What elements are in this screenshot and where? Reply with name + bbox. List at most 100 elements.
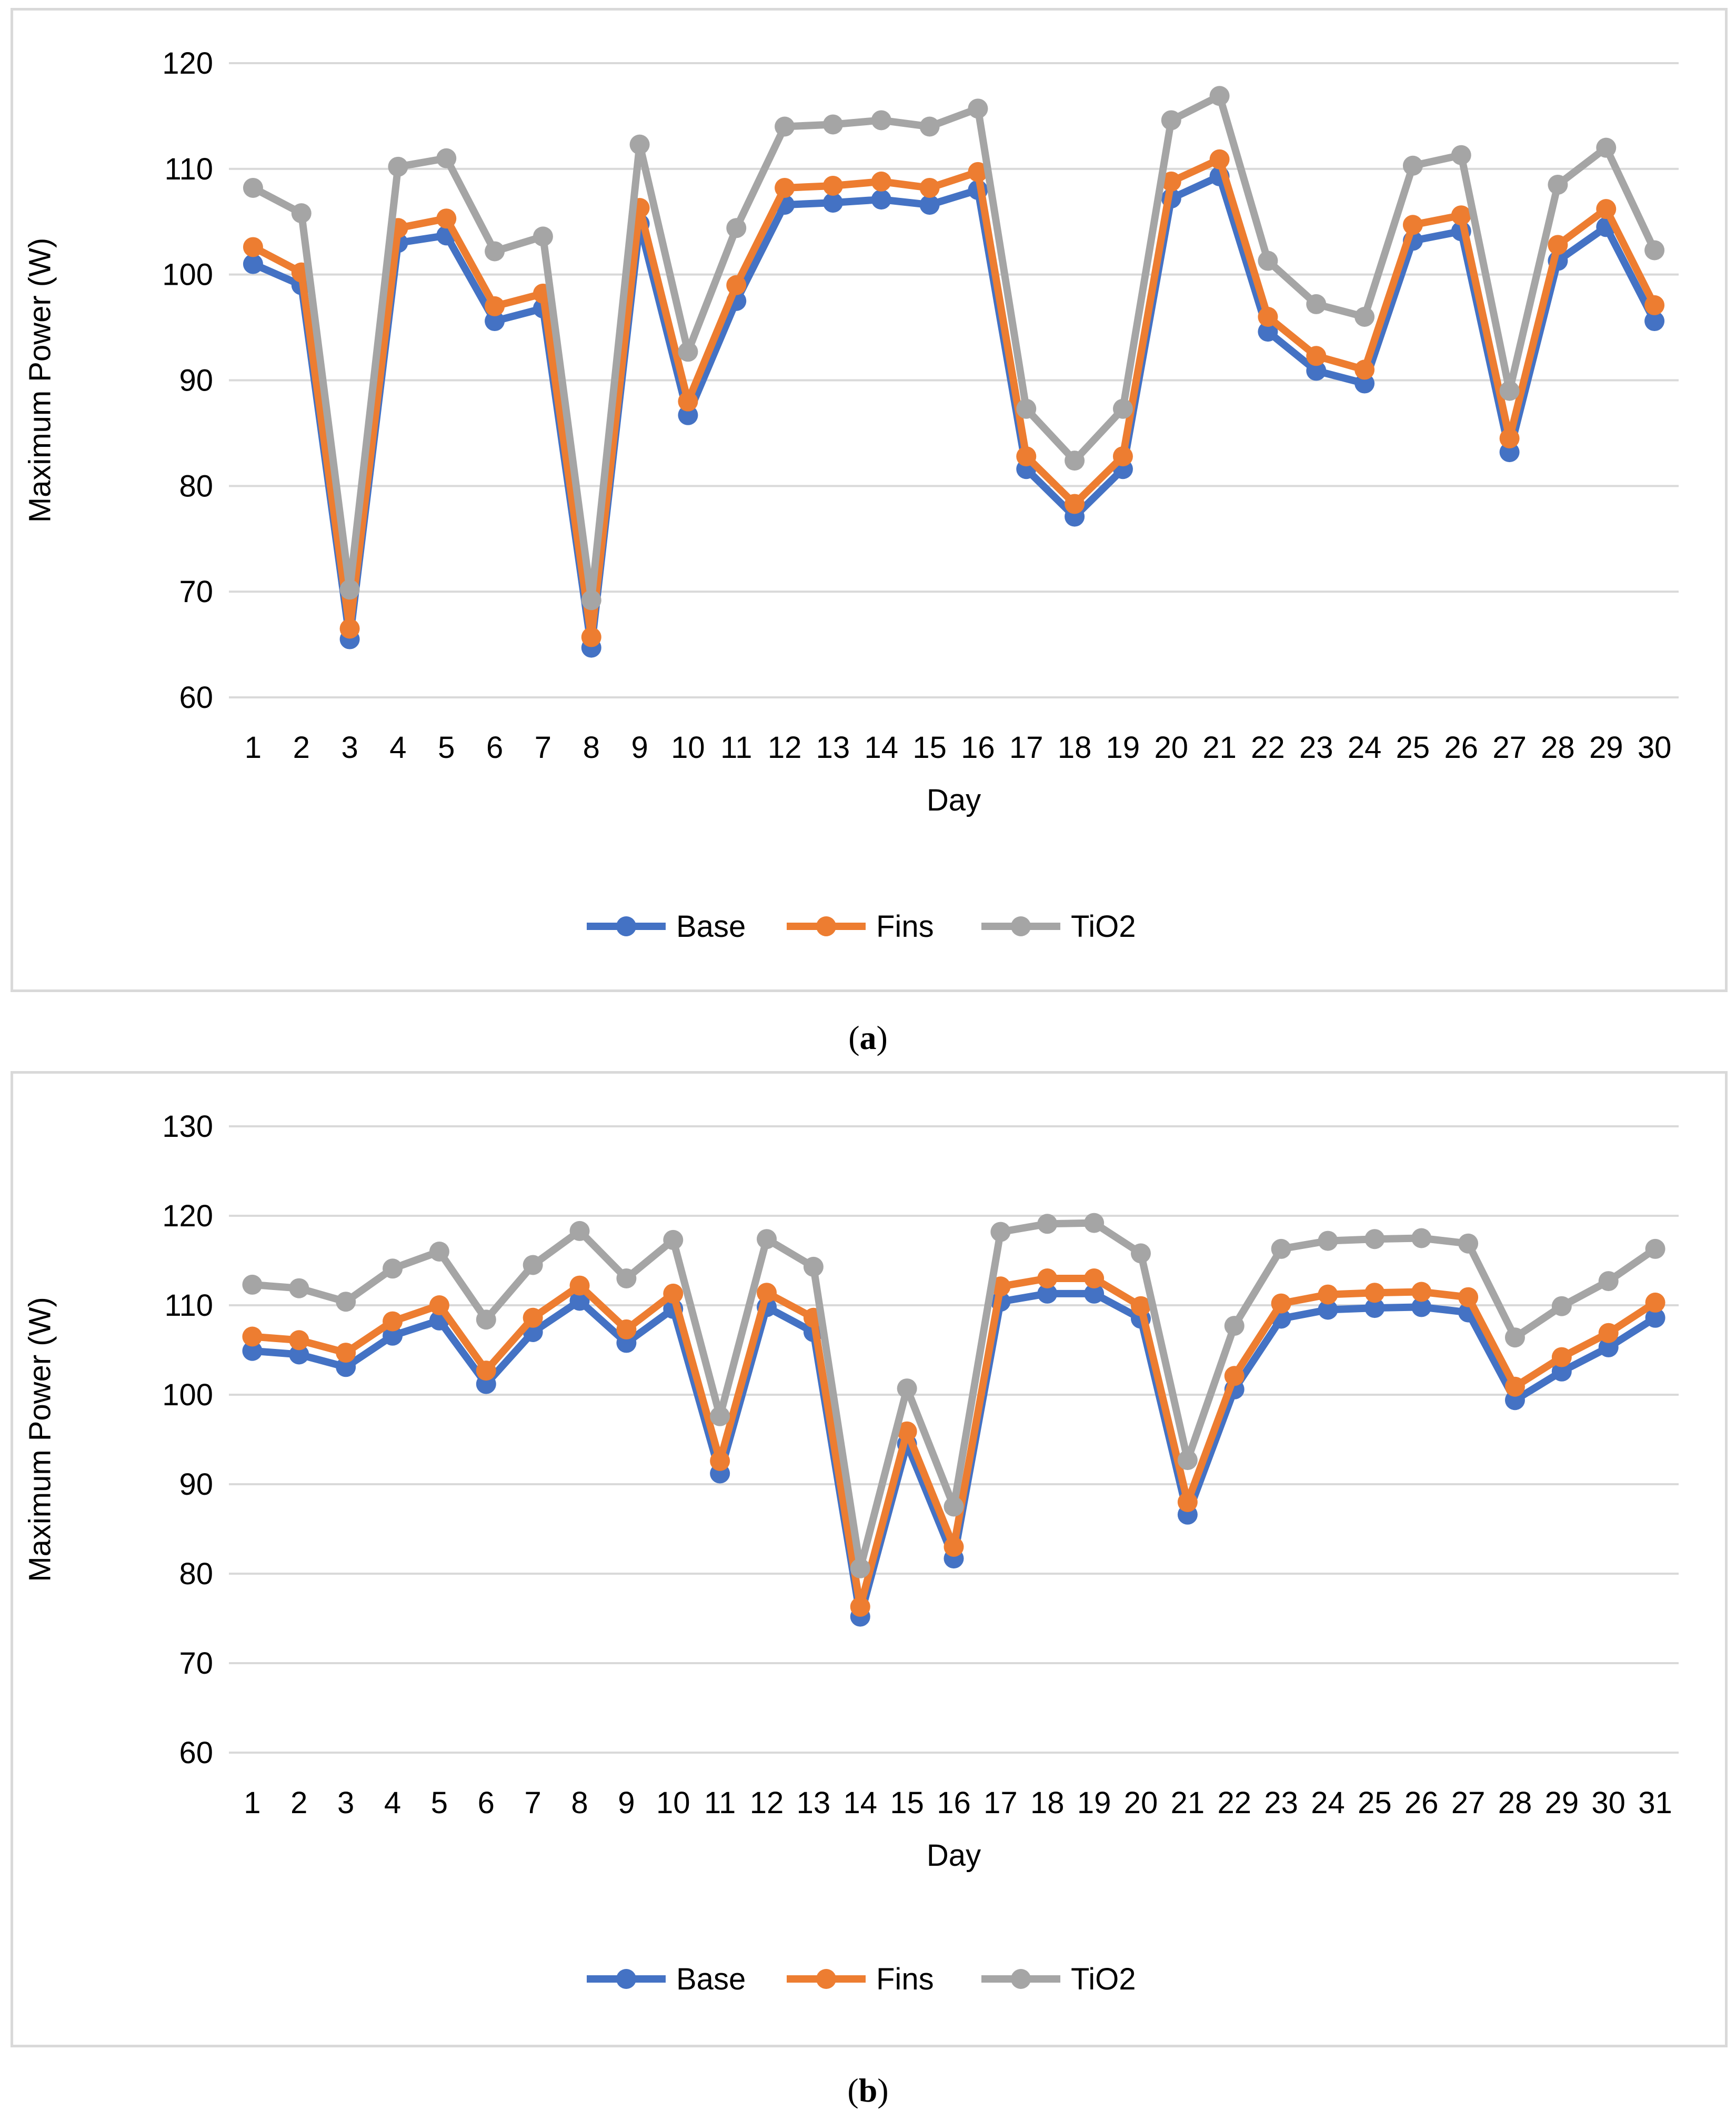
data-point-tio2	[1644, 240, 1665, 261]
series-line-tio2	[251, 92, 1658, 604]
x-tick-label: 27	[1492, 731, 1527, 765]
legend-marker-tio2	[1011, 916, 1031, 936]
x-tick-label: 5	[431, 1786, 448, 1820]
data-point-fins	[1499, 428, 1520, 448]
data-point-tio2	[897, 1378, 917, 1399]
legend-marker-fins	[816, 1969, 836, 1989]
x-tick-label: 11	[704, 1786, 736, 1820]
x-tick-label: 30	[1591, 1786, 1625, 1820]
data-point-base	[243, 254, 263, 274]
data-point-fins	[1451, 205, 1471, 226]
legend-label-fins: Fins	[876, 1962, 934, 1996]
y-tick-label: 110	[165, 152, 213, 186]
data-point-fins	[1161, 171, 1181, 192]
data-point-base	[289, 1344, 309, 1365]
data-point-fins	[944, 1537, 964, 1557]
x-tick-label: 29	[1545, 1786, 1579, 1820]
x-tick-label: 12	[768, 731, 802, 765]
x-tick-label: 17	[984, 1786, 1018, 1820]
data-point-fins	[1596, 199, 1617, 219]
data-point-fins	[436, 208, 457, 229]
y-tick-label: 120	[162, 1199, 213, 1233]
x-tick-label: 5	[438, 731, 455, 765]
x-tick-label: 26	[1444, 731, 1478, 765]
data-point-tio2	[476, 1309, 496, 1330]
data-point-tio2	[581, 590, 601, 611]
y-tick-label: 100	[162, 1378, 213, 1412]
data-point-tio2	[383, 1258, 403, 1279]
data-point-tio2	[1645, 1238, 1665, 1259]
data-point-fins	[1354, 359, 1375, 380]
data-point-tio2	[871, 110, 891, 131]
x-tick-label: 3	[337, 1786, 354, 1820]
x-tick-label: 2	[293, 731, 310, 765]
data-point-tio2	[757, 1229, 777, 1249]
data-point-fins	[726, 275, 747, 295]
data-point-tio2	[663, 1229, 684, 1250]
data-point-tio2	[533, 226, 553, 247]
y-tick-label: 90	[179, 1467, 213, 1502]
y-tick-label: 100	[162, 258, 213, 292]
legend-label-tio2: TiO2	[1071, 909, 1136, 944]
data-point-base	[1084, 1283, 1105, 1304]
data-point-base	[569, 1291, 590, 1311]
data-point-base	[1354, 373, 1375, 394]
x-tick-label: 18	[1030, 1786, 1065, 1820]
data-point-fins	[243, 237, 263, 257]
y-tick-label: 120	[162, 46, 213, 81]
data-point-fins	[523, 1307, 543, 1328]
x-tick-label: 20	[1124, 1786, 1158, 1820]
data-point-fins	[871, 171, 891, 192]
data-point-tio2	[616, 1268, 637, 1288]
data-point-fins	[1306, 346, 1327, 366]
data-point-tio2	[775, 116, 795, 137]
data-point-fins	[1645, 1292, 1665, 1313]
data-point-tio2	[1084, 1213, 1105, 1233]
data-point-fins	[1271, 1293, 1291, 1314]
data-point-fins	[897, 1421, 917, 1442]
data-point-fins	[1224, 1366, 1245, 1386]
x-tick-label: 1	[244, 1786, 260, 1820]
data-point-fins	[1411, 1282, 1432, 1302]
data-point-fins	[569, 1275, 590, 1296]
x-tick-label: 3	[341, 731, 358, 765]
data-point-fins	[429, 1295, 449, 1315]
data-point-tio2	[1161, 110, 1181, 131]
x-tick-label: 13	[816, 731, 850, 765]
data-point-fins	[850, 1596, 870, 1617]
legend-label-fins: Fins	[876, 909, 934, 944]
y-axis-title: Maximum Power (W)	[23, 238, 57, 523]
x-tick-label: 4	[389, 731, 406, 765]
y-tick-label: 90	[179, 364, 213, 398]
data-point-tio2	[485, 241, 505, 262]
caption-b: (b)	[847, 2072, 889, 2109]
data-point-fins	[289, 1330, 309, 1351]
data-point-tio2	[289, 1278, 309, 1298]
x-tick-label: 8	[571, 1786, 588, 1820]
data-point-fins	[485, 296, 505, 316]
x-tick-label: 27	[1451, 1786, 1486, 1820]
data-point-base	[1598, 1337, 1619, 1357]
x-tick-label: 19	[1077, 1786, 1111, 1820]
x-tick-label: 26	[1404, 1786, 1439, 1820]
x-tick-label: 21	[1171, 1786, 1205, 1820]
x-tick-label: 1	[245, 731, 262, 765]
chart-panel-b: 60 70 80 90 100 110 120 130 1 2 3 4 5 6 7 8 9 10 11 12 13 14 1…	[11, 1071, 1728, 2047]
data-point-tio2	[1271, 1238, 1291, 1259]
data-point-tio2	[1112, 398, 1133, 419]
data-point-tio2	[710, 1406, 730, 1426]
data-point-tio2	[1451, 145, 1471, 165]
data-point-tio2	[678, 342, 698, 362]
x-tick-label: 22	[1217, 1786, 1251, 1820]
data-point-fins	[1065, 494, 1085, 514]
data-point-fins	[1364, 1283, 1385, 1303]
x-tick-label: 16	[937, 1786, 971, 1820]
y-tick-label: 60	[179, 1736, 213, 1770]
x-tick-label: 25	[1358, 1786, 1392, 1820]
data-point-base	[919, 195, 940, 215]
x-tick-label: 10	[656, 1786, 690, 1820]
data-point-base	[1037, 1283, 1058, 1304]
data-point-tio2	[242, 1274, 263, 1295]
data-point-tio2	[388, 156, 408, 177]
data-point-tio2	[436, 148, 457, 168]
